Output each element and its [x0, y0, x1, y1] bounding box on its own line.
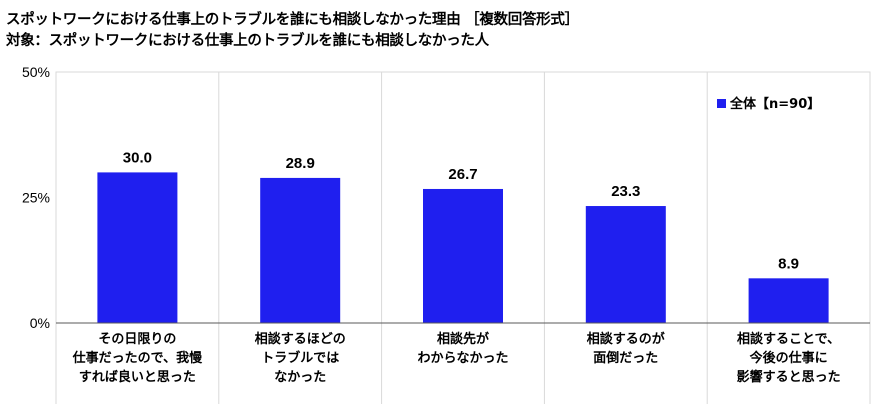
x-tick-label: 相談するのが面倒だった [587, 331, 665, 366]
data-label: 28.9 [286, 155, 315, 172]
y-tick-label: 0% [30, 315, 50, 331]
bar [748, 278, 829, 323]
x-tick-label: 相談することで、今後の仕事に影響すると思った [737, 331, 841, 385]
data-label: 30.0 [123, 149, 152, 166]
x-tick-label: 相談するほどのトラブルではなかった [255, 331, 346, 385]
x-tick-label: 相談先がわからなかった [417, 331, 508, 366]
legend-swatch [717, 99, 726, 108]
bar [585, 206, 666, 323]
legend-label: 全体【n=90】 [729, 96, 820, 112]
chart-title: スポットワークにおける仕事上のトラブルを誰にも相談しなかった理由 ［複数回答形式… [6, 12, 579, 28]
y-tick-label: 25% [22, 190, 50, 206]
data-label: 8.9 [778, 255, 799, 272]
bar [260, 177, 341, 323]
bar [97, 172, 178, 323]
x-tick-label: その日限りの仕事だったので、我慢すれば良いと思った [72, 332, 203, 385]
data-label: 26.7 [448, 166, 477, 183]
data-label: 23.3 [611, 183, 640, 200]
chart-subtitle: 対象：スポットワークにおける仕事上のトラブルを誰にも相談しなかった人 [6, 33, 489, 49]
bar [423, 188, 503, 323]
y-tick-label: 50% [22, 64, 50, 80]
